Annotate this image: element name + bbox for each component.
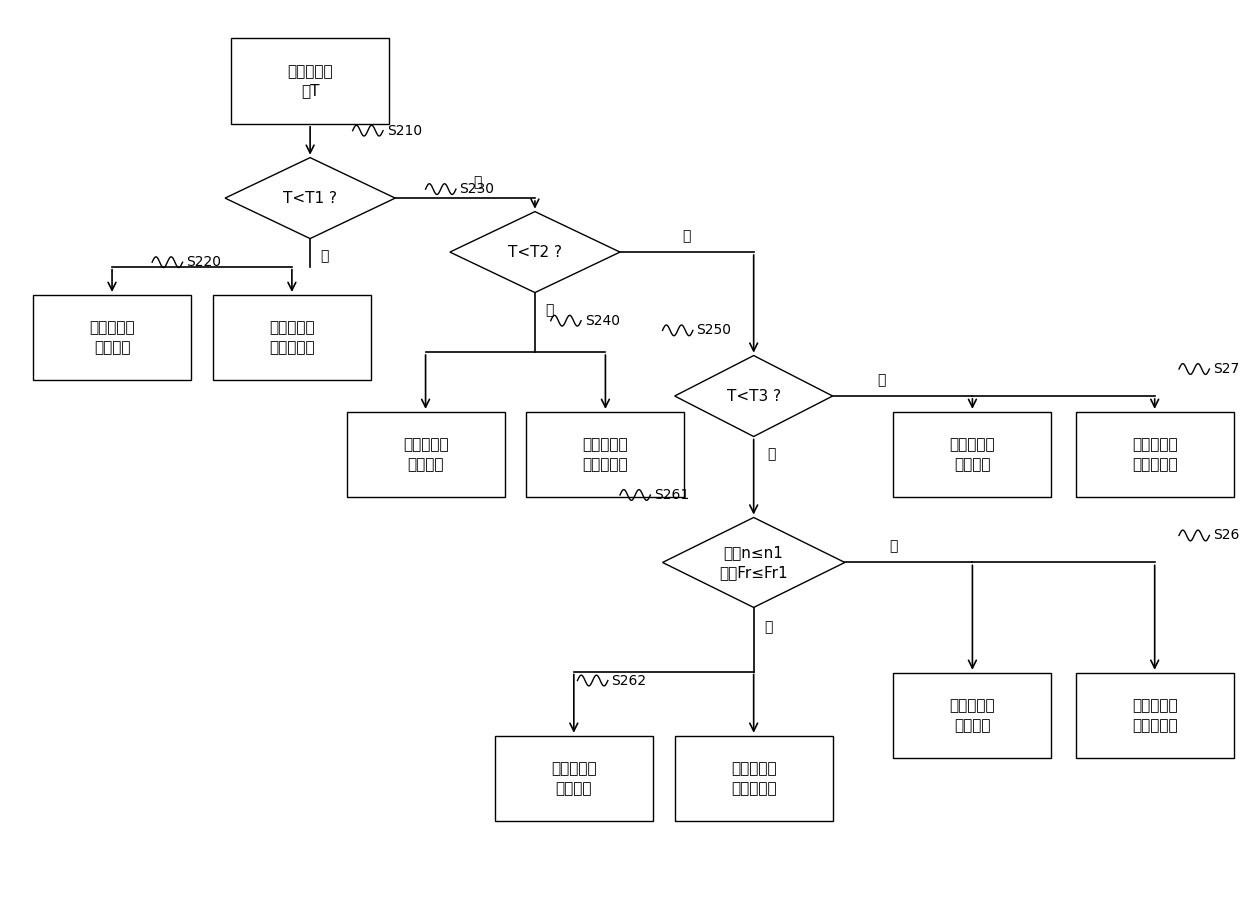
- Polygon shape: [450, 211, 620, 293]
- Text: S263: S263: [1213, 529, 1240, 543]
- Text: 否: 否: [683, 229, 691, 243]
- FancyBboxPatch shape: [893, 412, 1052, 498]
- FancyBboxPatch shape: [1075, 412, 1234, 498]
- Text: 否: 否: [472, 175, 481, 189]
- FancyBboxPatch shape: [675, 735, 832, 821]
- FancyBboxPatch shape: [1075, 673, 1234, 758]
- Text: S220: S220: [186, 255, 221, 269]
- Text: 是: 是: [320, 250, 329, 263]
- FancyBboxPatch shape: [33, 295, 191, 380]
- Text: S210: S210: [387, 124, 422, 138]
- Text: 电控活塞冷
却喷嘴关闭: 电控活塞冷 却喷嘴关闭: [269, 320, 315, 355]
- Text: 否: 否: [889, 539, 898, 554]
- Text: S261: S261: [653, 488, 689, 502]
- Text: S230: S230: [460, 182, 495, 196]
- Text: T<T2 ?: T<T2 ?: [508, 244, 562, 260]
- Text: 是: 是: [768, 447, 776, 462]
- FancyBboxPatch shape: [346, 412, 505, 498]
- Polygon shape: [224, 158, 396, 239]
- Text: 是: 是: [546, 304, 554, 318]
- Text: 电控活塞冷
却喷嘴开启: 电控活塞冷 却喷嘴开启: [1132, 437, 1178, 472]
- Polygon shape: [675, 355, 832, 437]
- FancyBboxPatch shape: [495, 735, 652, 821]
- Text: 电控活塞冷
却喷嘴开启: 电控活塞冷 却喷嘴开启: [730, 761, 776, 796]
- Text: S250: S250: [697, 323, 732, 337]
- Text: 获取机油温
度T: 获取机油温 度T: [288, 63, 332, 98]
- Text: 电控活塞冷
却喷嘴开启: 电控活塞冷 却喷嘴开启: [1132, 698, 1178, 733]
- Text: S270: S270: [1213, 362, 1240, 376]
- FancyBboxPatch shape: [231, 39, 389, 124]
- Text: 电控活塞冷
却喷嘴开启: 电控活塞冷 却喷嘴开启: [583, 437, 629, 472]
- Polygon shape: [662, 518, 844, 608]
- Text: 机油泵处于
高压模式: 机油泵处于 高压模式: [403, 437, 449, 472]
- FancyBboxPatch shape: [893, 673, 1052, 758]
- Text: 是: 是: [764, 621, 773, 634]
- FancyBboxPatch shape: [527, 412, 684, 498]
- Text: S240: S240: [585, 314, 620, 328]
- Text: T<T1 ?: T<T1 ?: [283, 191, 337, 206]
- Text: 机油泵处于
高压模式: 机油泵处于 高压模式: [89, 320, 135, 355]
- Text: 转速n≤n1
负荷Fr≤Fr1: 转速n≤n1 负荷Fr≤Fr1: [719, 545, 787, 580]
- Text: 否: 否: [877, 373, 885, 386]
- Text: 机油泵处于
高压模式: 机油泵处于 高压模式: [950, 437, 996, 472]
- Text: 机油泵处于
低压模式: 机油泵处于 低压模式: [551, 761, 596, 796]
- Text: S262: S262: [611, 674, 646, 688]
- FancyBboxPatch shape: [213, 295, 371, 380]
- Text: 机油泵处于
高压模式: 机油泵处于 高压模式: [950, 698, 996, 733]
- Text: T<T3 ?: T<T3 ?: [727, 388, 781, 404]
